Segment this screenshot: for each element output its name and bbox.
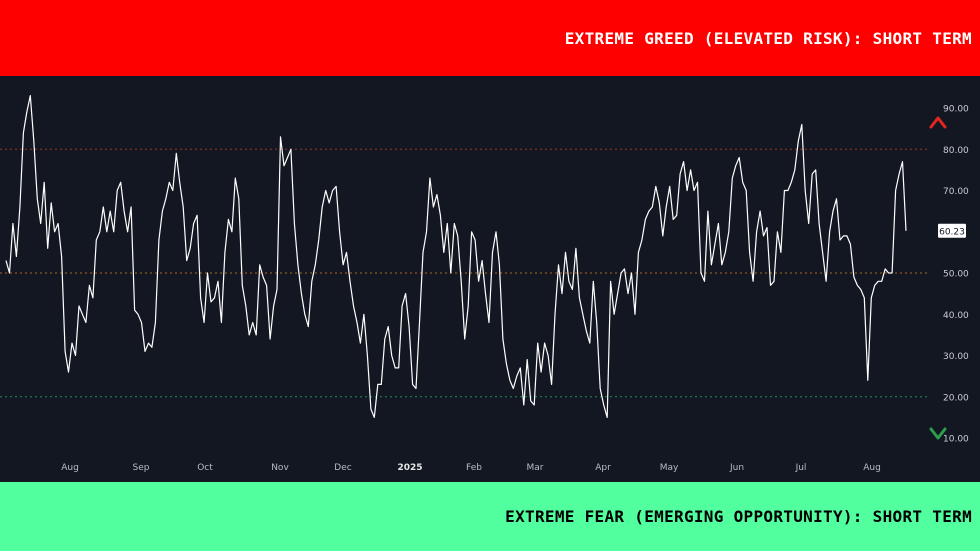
- y-tick-label: 70.00: [943, 187, 969, 197]
- x-tick-label: May: [660, 463, 679, 473]
- x-tick-label: Aug: [863, 463, 881, 473]
- x-tick-label: Jul: [795, 463, 807, 473]
- sentiment-series-line: [5, 95, 907, 418]
- x-tick-label: Dec: [334, 463, 351, 473]
- extreme-fear-label: EXTREME FEAR (EMERGING OPPORTUNITY): SHO…: [505, 507, 972, 526]
- y-tick-label: 90.00: [943, 105, 969, 115]
- last-value-badge: [938, 223, 966, 238]
- y-tick-label: 40.00: [943, 311, 969, 321]
- x-tick-label: Sep: [133, 463, 150, 473]
- extreme-fear-banner: EXTREME FEAR (EMERGING OPPORTUNITY): SHO…: [0, 482, 980, 551]
- y-tick-label: 30.00: [943, 352, 969, 362]
- extreme-greed-label: EXTREME GREED (ELEVATED RISK): SHORT TER…: [564, 28, 972, 48]
- x-tick-label: Feb: [466, 463, 482, 473]
- x-tick-label: Aug: [61, 463, 79, 473]
- y-tick-label: 80.00: [943, 146, 969, 156]
- y-tick-label: 20.00: [943, 393, 969, 403]
- x-tick-label: Apr: [595, 463, 611, 473]
- y-tick-label: 10.00: [943, 435, 969, 445]
- y-tick-label: 50.00: [943, 270, 969, 280]
- arrow-down-icon: [929, 427, 947, 440]
- chart-svg: Aug Sep Oct Nov Dec 2025 Feb Mar Apr May Jun Jul Aug…: [0, 95, 969, 473]
- x-tick-label: Mar: [527, 463, 544, 473]
- arrow-up-icon: [929, 116, 947, 129]
- x-tick-label: Jun: [729, 463, 744, 473]
- last-value-label: 60.23: [939, 227, 965, 237]
- x-tick-label: Nov: [271, 463, 289, 473]
- extreme-greed-banner: EXTREME GREED (ELEVATED RISK): SHORT TER…: [0, 0, 980, 76]
- sentiment-chart: Aug Sep Oct Nov Dec 2025 Feb Mar Apr May Jun Jul Aug…: [0, 76, 980, 482]
- x-tick-label: Oct: [197, 463, 213, 473]
- x-tick-label: 2025: [397, 463, 422, 473]
